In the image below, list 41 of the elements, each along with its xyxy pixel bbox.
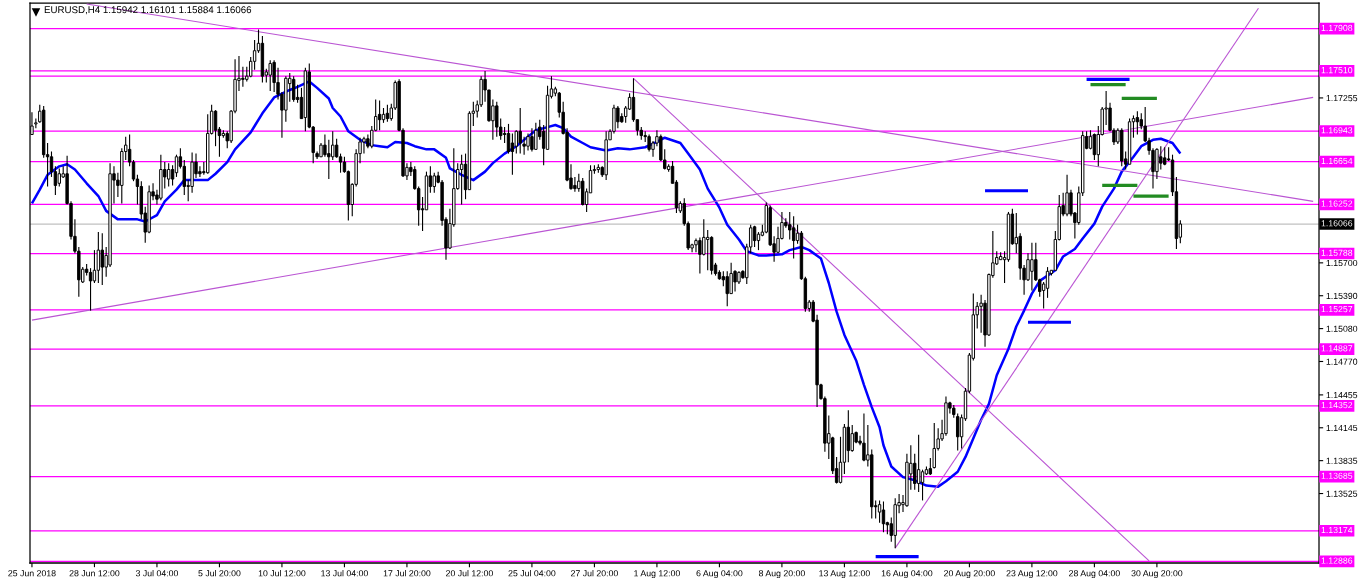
y-tick-label: 1.13835 (1326, 457, 1358, 464)
ref-line-label: 1.15257 (1321, 305, 1353, 313)
y-tick-label: 1.14770 (1326, 358, 1358, 365)
y-tick-label: 1.15390 (1326, 292, 1358, 299)
x-tick-label: 23 Aug 12:00 (1006, 570, 1058, 579)
x-tick-label: 13 Aug 12:00 (819, 570, 870, 579)
ref-line-label: 1.14352 (1321, 401, 1353, 409)
x-tick-label: 27 Jul 20:00 (571, 569, 618, 577)
ref-line-label: 1.17510 (1321, 67, 1353, 74)
ref-line-label: 1.16066 (1321, 220, 1353, 227)
x-tick-label: 25 Jul 04:00 (508, 569, 556, 577)
x-tick-label: 13 Jul 04:00 (321, 569, 368, 577)
ref-line-label: 1.13174 (1321, 526, 1353, 534)
y-tick-label: 1.17255 (1326, 94, 1358, 102)
ref-line-label: 1.12886 (1321, 557, 1353, 564)
y-tick-label: 1.14455 (1326, 392, 1358, 399)
x-tick-label: 1 Aug 12:00 (634, 570, 680, 579)
x-tick-label: 28 Jun 12:00 (69, 570, 120, 577)
y-tick-label: 1.13525 (1326, 490, 1358, 497)
ref-line-label: 1.16654 (1321, 157, 1353, 165)
y-tick-label: 1.14145 (1326, 424, 1358, 432)
x-tick-label: 20 Aug 20:00 (944, 570, 995, 579)
ref-line-label: 1.16252 (1321, 200, 1353, 207)
x-tick-label: 10 Jul 12:00 (258, 569, 306, 577)
y-tick-label: 1.15080 (1326, 325, 1358, 332)
ref-line-label: 1.14887 (1321, 345, 1353, 352)
x-tick-label: 28 Aug 04:00 (1069, 570, 1120, 579)
x-tick-label: 20 Jul 12:00 (446, 569, 493, 577)
ref-line-label: 1.16943 (1321, 127, 1353, 134)
y-tick-label: 1.15700 (1326, 259, 1358, 267)
ref-line-label: 1.13685 (1321, 472, 1353, 479)
x-tick-label: 25 Jun 2018 (8, 570, 56, 577)
x-tick-label: 6 Aug 04:00 (696, 570, 743, 579)
x-tick-label: 5 Jul 20:00 (198, 569, 241, 577)
x-tick-label: 17 Jul 20:00 (383, 569, 431, 577)
x-tick-label: 16 Aug 04:00 (881, 570, 933, 579)
ref-line-label: 1.17908 (1321, 24, 1353, 32)
x-tick-label: 30 Aug 20:00 (1131, 570, 1183, 579)
x-tick-label: 8 Aug 20:00 (758, 570, 805, 579)
ref-line-label: 1.15788 (1321, 249, 1353, 256)
x-tick-label: 3 Jul 04:00 (135, 569, 179, 577)
